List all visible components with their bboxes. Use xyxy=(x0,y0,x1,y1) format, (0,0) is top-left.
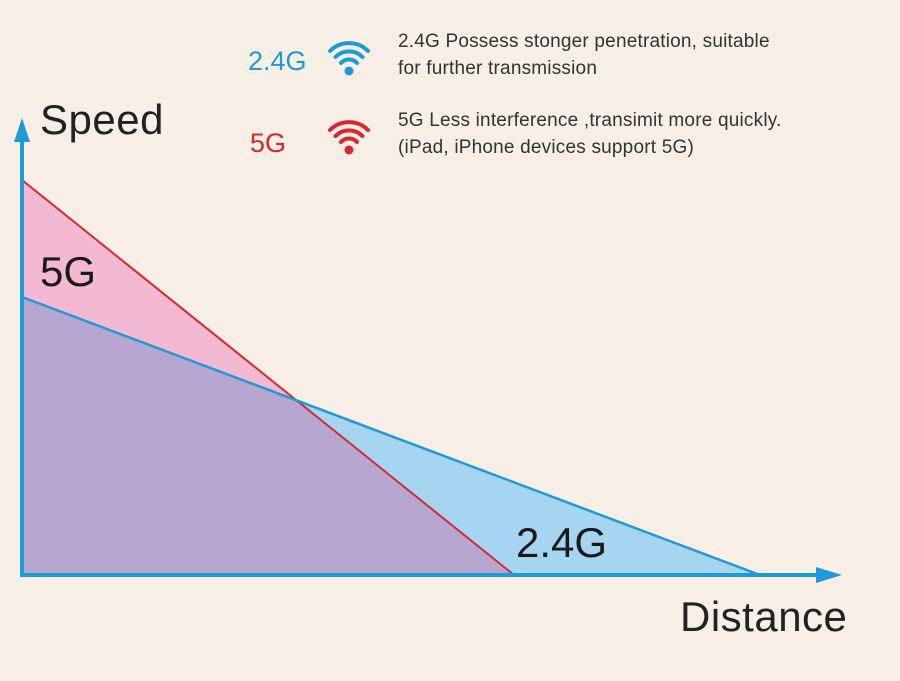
legend-label-24g: 2.4G xyxy=(248,46,307,76)
legend-description-line: 2.4G Possess stonger penetration, suitab… xyxy=(398,31,770,52)
region-label-5g: 5G xyxy=(40,248,97,295)
legend-description-5g: 5G Less interference ,transimit more qui… xyxy=(398,107,782,161)
legend-description-line: 5G Less interference ,transimit more qui… xyxy=(398,110,782,131)
x-axis-title: Distance xyxy=(680,593,848,640)
wifi-icon xyxy=(328,120,370,155)
y-axis-title: Speed xyxy=(40,96,164,143)
overlap-area xyxy=(22,297,514,575)
band-24g-line xyxy=(21,295,761,577)
wifi-icon xyxy=(328,41,370,76)
x-axis-arrow xyxy=(816,567,842,583)
y-axis-arrow xyxy=(14,118,30,142)
legend-description-line: (iPad, iPhone devices support 5G) xyxy=(398,137,694,158)
legend-description-line: for further transmission xyxy=(398,58,598,79)
band-5g-line xyxy=(21,179,515,576)
region-label-24g: 2.4G xyxy=(516,519,608,566)
legend-description-24g: 2.4G Possess stonger penetration, suitab… xyxy=(398,28,770,82)
legend-label-5g: 5G xyxy=(250,128,287,158)
